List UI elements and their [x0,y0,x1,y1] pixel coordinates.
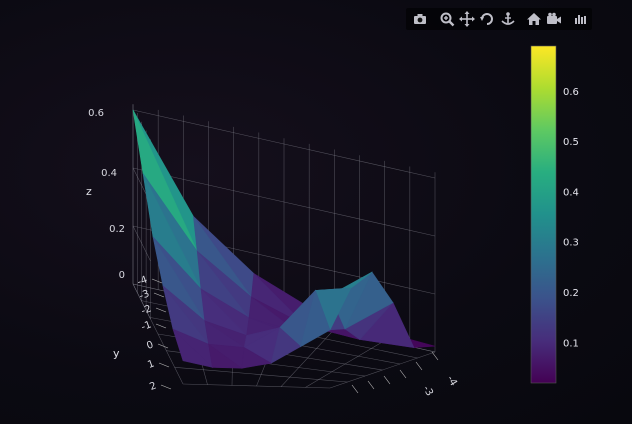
surface-facet [270,327,302,364]
pan-icon[interactable] [459,11,475,27]
y-tick-mark [158,362,170,368]
colorbar-tick-label: 0.5 [563,137,579,148]
x-tick-label: -4 [444,374,459,388]
colorbar-tick-label: 0.6 [563,87,579,98]
y-tick-mark [155,323,167,329]
surface-facet [241,347,273,369]
colorbar-tick-label: 0.2 [563,288,579,299]
y-tick-label: -4 [136,274,149,288]
video-camera-icon[interactable] [546,11,562,27]
home-icon[interactable] [526,11,542,27]
zoom-icon[interactable] [439,11,455,27]
z-tick-label: 0.6 [88,108,104,119]
y-axis-title: y [113,347,120,360]
x-tick-mark [415,361,423,371]
y-tick-label: -1 [140,319,153,333]
z-axis-title: z [86,185,92,198]
y-tick-mark [155,307,167,313]
y-tick-label: 0 [145,339,155,352]
surface-facet [300,289,331,348]
z-tick-label: 0.4 [101,168,117,179]
y-tick-mark [160,384,172,390]
colorbar-tick-label: 0.4 [563,187,579,198]
y-tick-mark [157,343,169,349]
x-tick-label: -3 [420,384,435,398]
modebar [406,8,592,30]
colorbar-tick-label: 0.3 [563,238,579,249]
y-tick-label: 2 [148,380,158,393]
y-tick-mark [153,292,165,298]
colorbar: 0.1 0.2 0.3 0.4 0.5 0.6 [530,45,579,384]
y-tick-mark [151,278,163,284]
surface-facet [172,328,214,368]
orbit-icon[interactable] [479,11,495,27]
camera-icon[interactable] [412,11,428,27]
y-tick-label: 1 [146,358,156,371]
z-tick-label: 0.2 [109,224,125,235]
x-tick-mark [431,351,439,361]
turntable-icon[interactable] [500,11,516,27]
x-tick-mark [399,369,407,379]
y-tick-label: -3 [138,288,151,302]
y-tick-label: -2 [140,303,153,317]
x-tick-mark [383,375,391,385]
x-tick-mark [367,380,375,390]
colorbar-tick-label: 0.1 [563,338,579,349]
surface-facet [208,343,243,369]
x-tick-mark [351,384,359,394]
plotly-logo-icon[interactable] [572,11,588,27]
z-tick-label: 0 [119,270,125,281]
surface-mesh [132,109,436,369]
